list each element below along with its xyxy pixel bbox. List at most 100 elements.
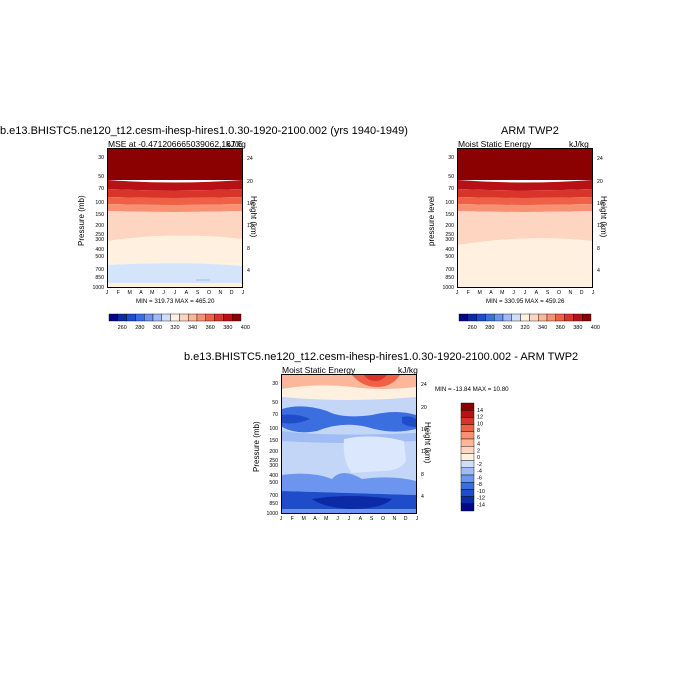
colorbar-label: 340 [188, 325, 197, 331]
colorbar-label: 320 [170, 325, 179, 331]
y-tick-label: 250 [95, 231, 104, 238]
colorbar-swatch [126, 313, 136, 322]
x-tick-label: F [466, 290, 470, 296]
x-tick-label: M [301, 516, 306, 522]
colorbar-label: 360 [206, 325, 215, 331]
y-tick-label: 200 [95, 223, 104, 230]
y2-tick-label: 16 [421, 427, 427, 433]
colorbar-label: 280 [485, 325, 494, 331]
y-tick-label: 400 [445, 247, 454, 254]
y-tick-label: 150 [95, 212, 104, 219]
panel2-colorbar: 260 280 300 320 340 360 380 400 [458, 313, 600, 331]
y-tick-label: 850 [445, 275, 454, 282]
colorbar-swatch [546, 313, 557, 322]
p3-low-cool [282, 473, 416, 495]
p1-band-2 [108, 180, 242, 191]
colorbar-label: -4 [477, 469, 482, 475]
y2-tick-label: 24 [597, 156, 603, 163]
colorbar-swatch [564, 313, 574, 322]
x-tick-label: N [392, 516, 397, 522]
colorbar-label: -6 [477, 475, 482, 481]
x-tick-label: F [116, 290, 120, 296]
colorbar-swatch [582, 313, 592, 322]
y2-tick-label: 8 [421, 471, 424, 478]
y-tick-label: 400 [95, 247, 104, 254]
y2-tick-label: 24 [247, 156, 253, 163]
colorbar-label: 280 [135, 325, 144, 331]
panel2-minmax: MIN = 330.95 MAX = 459.26 [486, 298, 565, 305]
x-tick-label: J [591, 290, 595, 296]
y-tick-label: 30 [272, 380, 278, 387]
x-tick-label: J [415, 516, 419, 522]
y2-tick-label: 8 [597, 245, 600, 252]
colorbar-swatch [460, 482, 475, 490]
y2-tick-label: 12 [421, 449, 427, 456]
y-tick-label: 300 [445, 237, 454, 244]
x-tick-label: F [290, 516, 294, 522]
x-tick-label: A [139, 290, 143, 296]
colorbar-swatch [196, 313, 207, 322]
x-tick-label: J [105, 290, 109, 296]
p3-bottom-core [312, 496, 392, 509]
y-tick-label: 50 [272, 400, 278, 407]
colorbar-label: 300 [153, 325, 162, 331]
colorbar-swatch [205, 313, 215, 322]
colorbar-label: 400 [241, 325, 250, 331]
x-tick-label: J [512, 290, 515, 296]
panel1-colorbar: 260 280 300 320 340 360 380 400 [108, 313, 250, 331]
p2-band-5 [458, 204, 592, 212]
colorbar-label: 12 [477, 415, 483, 421]
colorbar-label: 400 [591, 325, 600, 331]
panel3-ylabel: Pressure (mb) [252, 421, 261, 472]
colorbar-swatch [231, 313, 242, 322]
panel3-plot [281, 374, 417, 514]
colorbar-swatch [460, 446, 475, 454]
colorbar-swatch [460, 489, 475, 497]
x-tick-label: J [336, 516, 339, 522]
p2-band-3 [458, 189, 592, 198]
x-tick-label: J [241, 290, 245, 296]
x-tick-label: A [358, 516, 363, 522]
colorbar-label: 300 [503, 325, 512, 331]
y2-tick-label: 24 [421, 382, 427, 389]
colorbar-label: 8 [477, 428, 480, 434]
panel1-heatmap [108, 149, 242, 287]
colorbar-swatch [573, 313, 583, 322]
colorbar-label: -14 [477, 502, 485, 508]
p1-band-5 [108, 204, 242, 212]
panel2-plot [457, 148, 593, 288]
x-tick-label: J [173, 290, 177, 296]
panel1-title: b.e13.BHISTC5.ne120_t12.cesm-ihesp-hires… [0, 125, 408, 137]
y2-tick-label: 20 [421, 404, 427, 411]
p3-cold-layer [282, 406, 416, 433]
colorbar-swatch [460, 402, 475, 411]
colorbar-swatch [476, 313, 486, 322]
y-tick-label: 1000 [266, 511, 278, 517]
colorbar-swatch [555, 313, 565, 322]
panel3-title: b.e13.BHISTC5.ne120_t12.cesm-ihesp-hires… [184, 351, 579, 363]
colorbar-label: 6 [477, 435, 480, 441]
y-tick-label: 500 [269, 480, 278, 487]
colorbar-swatch [161, 313, 171, 322]
y-tick-label: 300 [269, 463, 278, 470]
y2-tick-label: 20 [597, 178, 603, 185]
colorbar-label: 360 [556, 325, 565, 331]
y-tick-label: 30 [98, 154, 104, 161]
colorbar-swatch [460, 474, 475, 483]
panel1-left-label: MSE at -0.471206665039062,167.5 [108, 139, 243, 149]
y-tick-label: 300 [95, 237, 104, 244]
y2-tick-label: 4 [597, 268, 600, 275]
colorbar-swatch [485, 313, 495, 322]
p3-cold-right [402, 416, 416, 427]
x-tick-label: D [579, 290, 584, 296]
y-tick-label: 30 [448, 154, 454, 161]
x-tick-label: D [403, 516, 408, 522]
colorbar-swatch [214, 313, 224, 322]
colorbar-swatch [511, 313, 521, 322]
colorbar-swatch [460, 460, 475, 469]
colorbar-swatch [538, 313, 548, 322]
y-tick-label: 50 [448, 174, 454, 181]
y-tick-label: 200 [445, 223, 454, 230]
x-tick-label: J [279, 516, 283, 522]
y-tick-label: 70 [448, 185, 454, 192]
